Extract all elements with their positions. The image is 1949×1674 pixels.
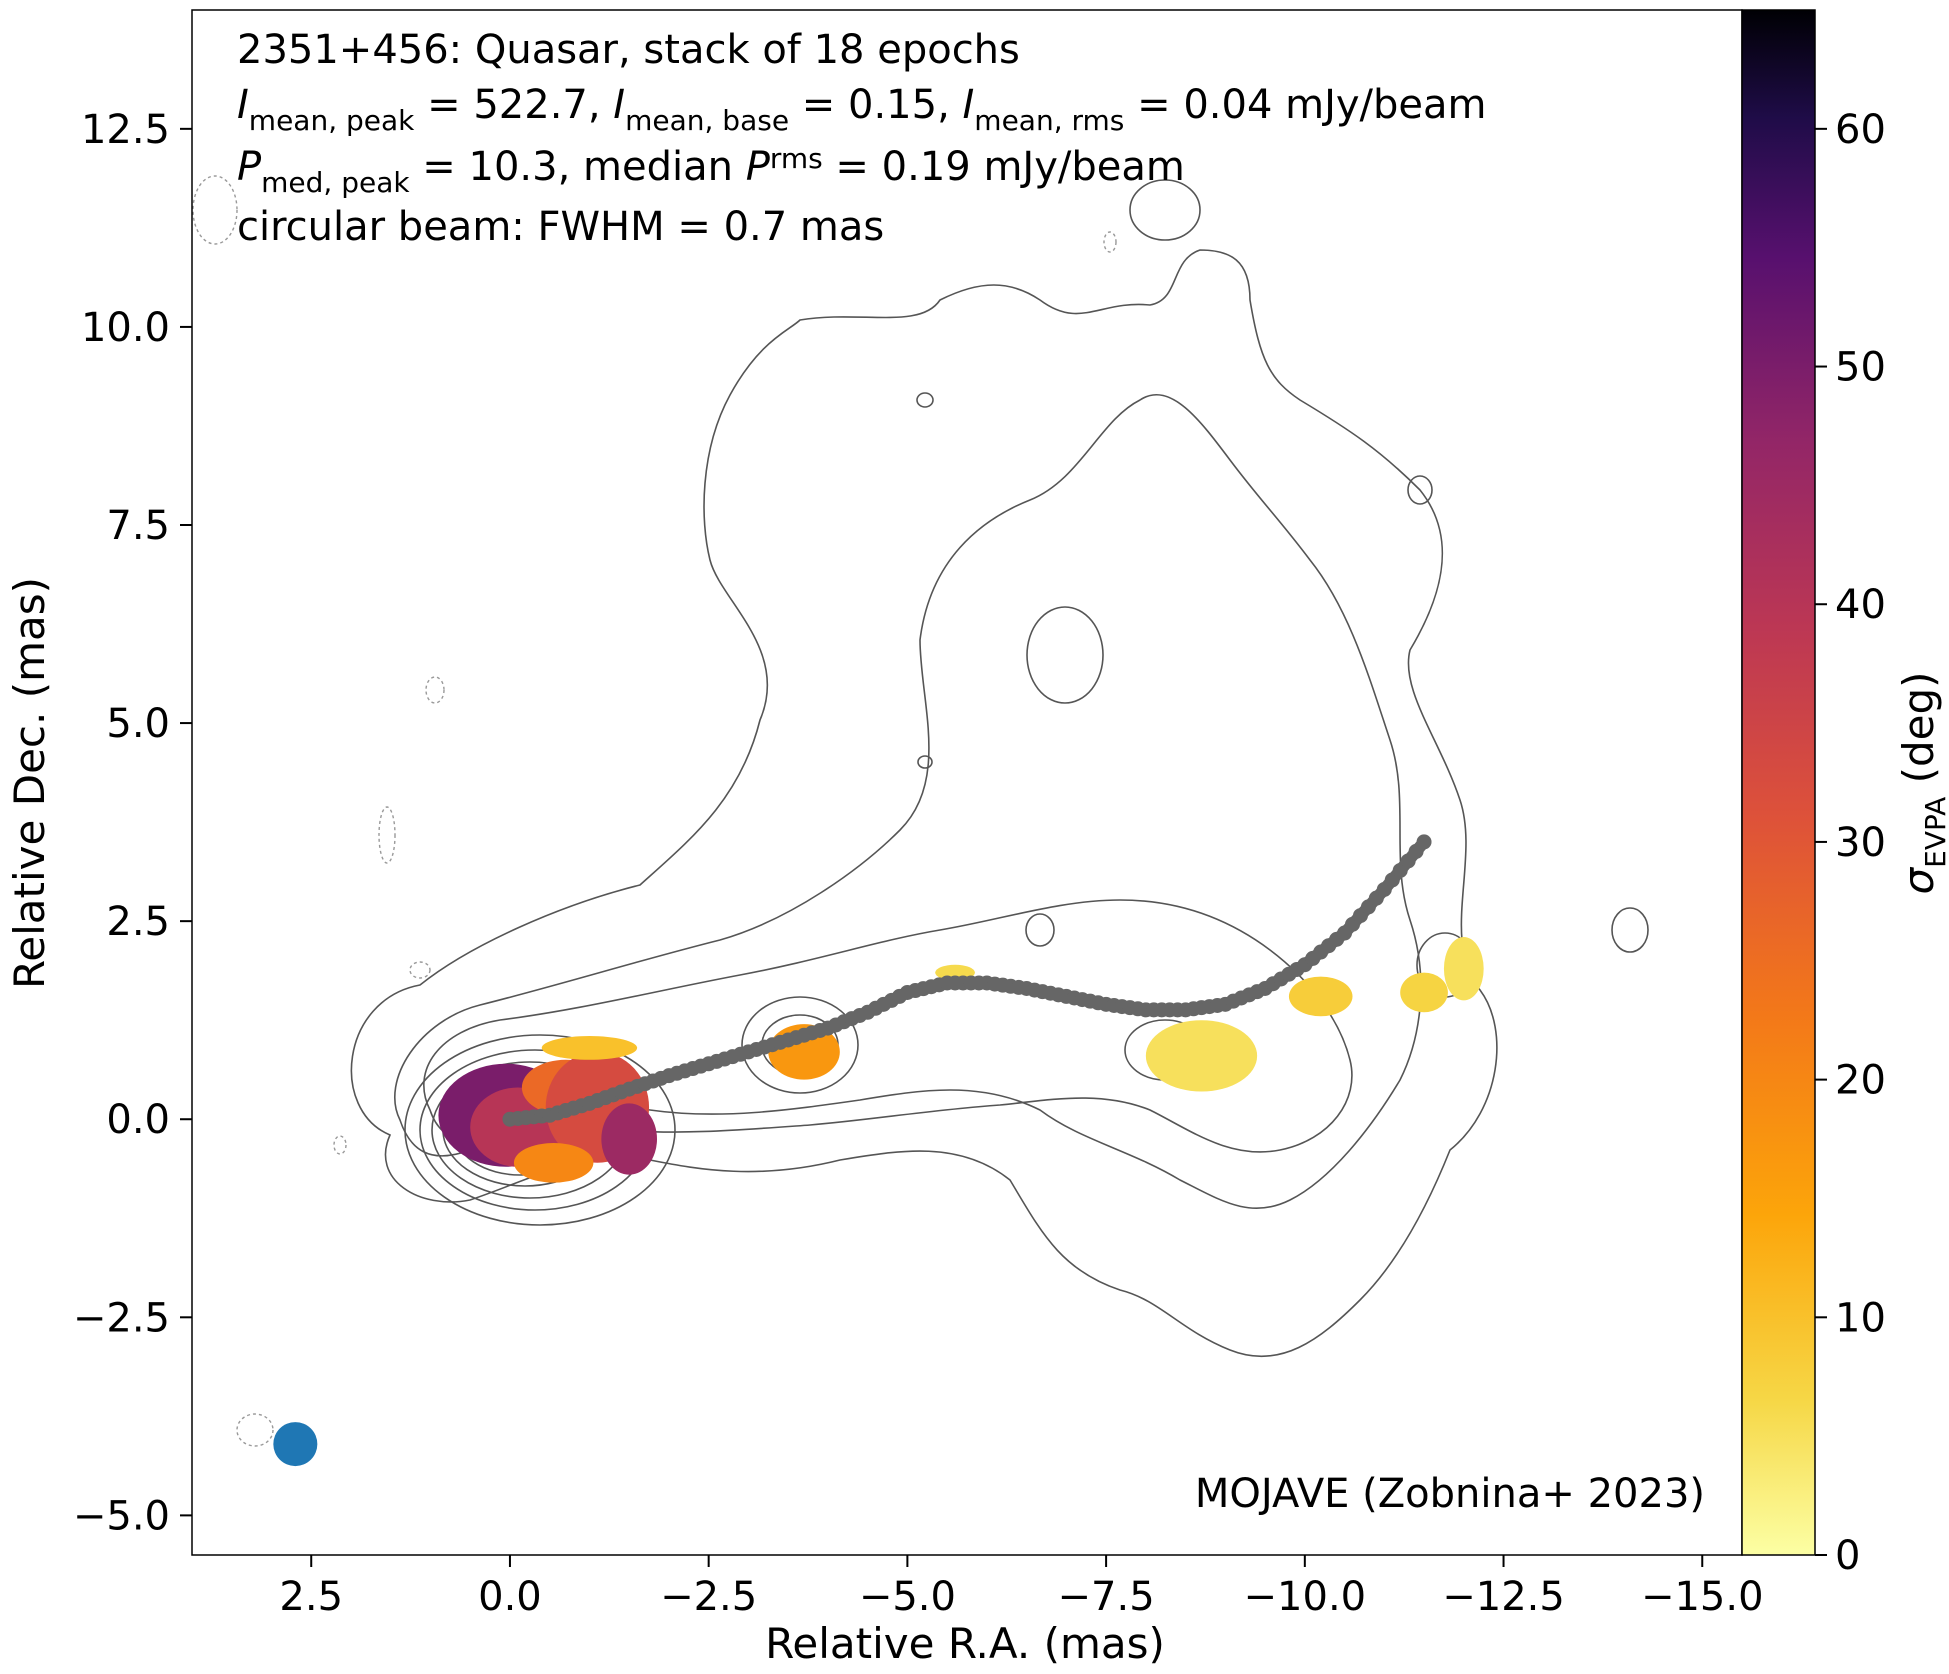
contour-core-1 — [404, 1034, 676, 1226]
x-tick-label: 2.5 — [279, 1574, 343, 1620]
contour-negative-5 — [192, 175, 238, 245]
evpa-region-6 — [541, 1036, 638, 1060]
evpa-region-4 — [601, 1103, 658, 1175]
intensity-contours — [192, 175, 1649, 1447]
y-tick-label: 0.0 — [106, 1097, 170, 1143]
beam-line: circular beam: FWHM = 0.7 mas — [237, 204, 884, 250]
evpa-region-11 — [1400, 972, 1448, 1013]
y-tick-label: 12.5 — [81, 107, 170, 153]
x-tick-label: 0.0 — [478, 1574, 542, 1620]
y-axis: −5.0 −2.5 0.0 2.5 5.0 7.5 10.0 12.5 — [73, 107, 192, 1539]
contour-2 — [394, 393, 1422, 1209]
credit-label: MOJAVE (Zobnina+ 2023) — [1195, 1471, 1705, 1517]
contour-negative-4 — [333, 1135, 347, 1155]
colorbar-ticks: 0 10 20 30 40 50 60 — [1815, 107, 1886, 1579]
colorbar — [1741, 9, 1816, 1556]
y-tick-label: 7.5 — [106, 503, 170, 549]
title-line: 2351+456: Quasar, stack of 18 epochs — [237, 27, 1020, 73]
contour-negative-2 — [378, 806, 396, 864]
contour-blob-2 — [1025, 913, 1055, 947]
x-axis-label: Relative R.A. (mas) — [765, 1619, 1165, 1668]
x-tick-label: −5.0 — [859, 1574, 956, 1620]
intensity-line: Imean, peak = 522.7, Imean, base = 0.15,… — [237, 82, 1487, 137]
x-tick-label: −2.5 — [660, 1574, 757, 1620]
evpa-region-10 — [1288, 976, 1353, 1017]
y-tick-label: 10.0 — [81, 305, 170, 351]
y-axis-label: Relative Dec. (mas) — [5, 577, 54, 989]
ridgeline — [502, 834, 1432, 1127]
x-tick-label: −12.5 — [1442, 1574, 1565, 1620]
contour-blob-3 — [1129, 179, 1201, 241]
evpa-region-9 — [1145, 1020, 1258, 1092]
x-tick-label: −15.0 — [1641, 1574, 1764, 1620]
colorbar-tick-label: 0 — [1835, 1533, 1860, 1579]
polarization-line: Pmed, peak = 10.3, median Prms = 0.19 mJ… — [237, 142, 1185, 199]
y-tick-label: −2.5 — [73, 1295, 170, 1341]
contour-blob-1 — [1026, 606, 1104, 704]
colorbar-label: σEVPA (deg) — [1894, 671, 1949, 894]
x-axis: 2.5 0.0 −2.5 −5.0 −7.5 −10.0 −12.5 −15.0 — [279, 1555, 1764, 1620]
contour-negative-3 — [409, 961, 431, 979]
contour-negative-7 — [236, 1413, 274, 1447]
colorbar-tick-label: 40 — [1835, 582, 1886, 628]
y-tick-label: 5.0 — [106, 701, 170, 747]
contour-blob-4 — [1407, 475, 1433, 505]
x-tick-label: −10.0 — [1244, 1574, 1367, 1620]
evpa-region-5 — [513, 1143, 594, 1183]
y-tick-label: 2.5 — [106, 899, 170, 945]
contour-blob-5 — [1611, 907, 1649, 953]
contour-3 — [423, 899, 1353, 1153]
contour-negative-1 — [425, 676, 445, 704]
evpa-region-12 — [1443, 937, 1484, 1001]
colorbar-tick-label: 30 — [1835, 820, 1886, 866]
y-tick-label: −5.0 — [73, 1493, 170, 1539]
contour-blob-7 — [917, 755, 933, 769]
contour-negative-6 — [1103, 231, 1117, 253]
contour-outer — [350, 249, 1498, 1358]
contour-knot-1 — [741, 996, 859, 1094]
x-tick-label: −7.5 — [1058, 1574, 1155, 1620]
colorbar-tick-label: 20 — [1835, 1058, 1886, 1104]
colorbar-tick-label: 60 — [1835, 107, 1886, 153]
colorbar-tick-label: 50 — [1835, 345, 1886, 391]
ridgeline-point — [1416, 834, 1432, 850]
contour-blob-6 — [916, 392, 934, 408]
beam-marker — [273, 1422, 318, 1467]
colorbar-tick-label: 10 — [1835, 1295, 1886, 1341]
